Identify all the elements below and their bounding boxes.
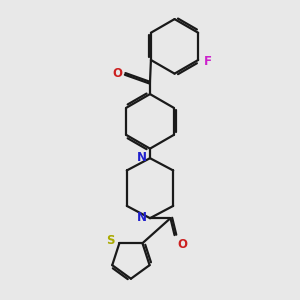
Text: N: N — [137, 211, 147, 224]
Text: N: N — [137, 151, 147, 164]
Text: O: O — [112, 67, 122, 80]
Text: S: S — [106, 234, 115, 247]
Text: F: F — [204, 55, 212, 68]
Text: O: O — [177, 238, 187, 251]
